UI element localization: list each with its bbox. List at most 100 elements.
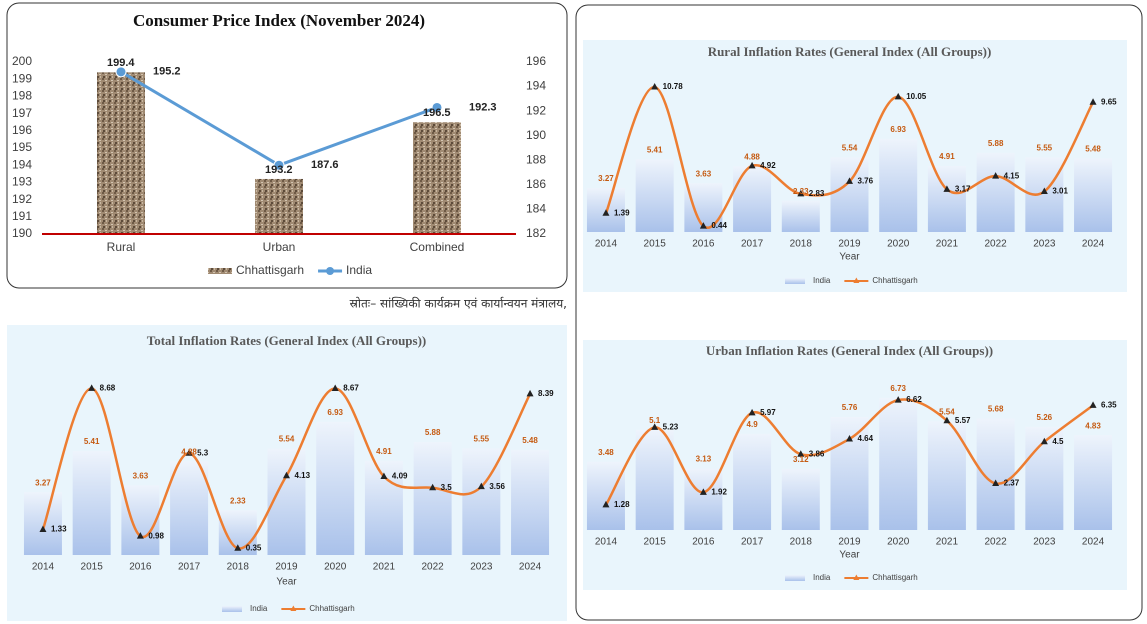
y-tick-label: 198 [12, 89, 32, 103]
line-point [699, 488, 707, 495]
data-label: 5.48 [522, 436, 538, 445]
data-label: 5.55 [1037, 143, 1053, 152]
legend-swatch [853, 277, 860, 283]
y2-tick-label: 182 [526, 226, 546, 240]
line-point [115, 66, 127, 78]
data-label: 4.64 [858, 434, 874, 443]
data-label: 3.63 [696, 169, 712, 178]
line-point [39, 525, 47, 532]
y2-tick-label: 196 [526, 54, 546, 68]
x-tick-label: 2023 [1033, 239, 1056, 250]
data-label: 6.93 [890, 125, 906, 134]
data-label: 5.88 [425, 428, 441, 437]
chart-title: Urban Inflation Rates (General Index (Al… [706, 343, 993, 358]
x-tick-label: 2023 [470, 562, 493, 573]
data-label: 0.44 [711, 221, 727, 230]
line-point [273, 159, 285, 171]
x-tick-label: 2015 [81, 562, 104, 573]
line-point [88, 384, 96, 391]
x-tick-label: 2019 [838, 239, 861, 250]
data-label: 3.86 [809, 449, 825, 458]
line-point [894, 92, 902, 100]
line-point [797, 189, 805, 197]
line-point [431, 101, 443, 113]
y-tick-label: 195 [12, 140, 32, 154]
line-point [1089, 401, 1097, 408]
bar [413, 442, 452, 555]
line-point [283, 471, 290, 479]
data-label: 196.5 [423, 107, 451, 119]
data-label: 3.5 [441, 483, 453, 492]
x-tick-label: 2016 [692, 537, 715, 548]
x-tick-label: 2015 [644, 239, 667, 250]
data-label: 2.83 [809, 189, 825, 198]
bar [733, 433, 772, 530]
x-tick-label: Combined [410, 240, 465, 254]
y-tick-label: 197 [12, 106, 32, 120]
line-point [992, 479, 1000, 486]
y-tick-label: 194 [12, 157, 32, 171]
data-label: 193.2 [265, 164, 293, 176]
line-point [526, 389, 534, 397]
data-label: 4.91 [376, 447, 392, 456]
data-label: 5.23 [663, 422, 679, 431]
data-label: 4.9 [747, 420, 759, 429]
data-label: 8.39 [538, 389, 554, 398]
x-tick-label: Urban [263, 240, 296, 254]
data-label: 6.62 [906, 395, 922, 404]
x-tick-label: 2019 [838, 537, 861, 548]
line-point [748, 161, 756, 169]
data-label: 4.13 [295, 471, 311, 480]
x-tick-label: 2020 [324, 562, 347, 573]
data-label: 4.83 [1085, 421, 1101, 430]
chart-title: Total Inflation Rates (General Index (Al… [147, 333, 427, 348]
data-label: 5.41 [647, 145, 663, 154]
x-tick-label: 2017 [178, 562, 201, 573]
data-label: 5.57 [955, 416, 971, 425]
data-label: 8.67 [343, 384, 359, 393]
data-label: 3.76 [858, 177, 874, 186]
data-label: 5.41 [84, 437, 100, 446]
y-tick-label: 190 [12, 226, 32, 240]
data-label: 5.48 [1085, 144, 1101, 153]
chart-title: Consumer Price Index (November 2024) [133, 11, 425, 30]
x-tick-label: 2016 [129, 562, 152, 573]
x-tick-label: 2018 [227, 562, 250, 573]
data-label: 5.54 [279, 435, 295, 444]
bar [511, 449, 550, 555]
y-tick-label: 199 [12, 71, 32, 85]
source-note: स्रोतः– सांख्यिकी कार्यक्रम एवं कार्यान्… [350, 297, 567, 311]
legend-swatch [208, 268, 232, 274]
data-label: 1.39 [614, 208, 630, 217]
line-point [651, 83, 659, 90]
line-point [797, 450, 805, 457]
line [604, 398, 1094, 506]
x-tick-label: 2021 [373, 562, 396, 573]
line-point [894, 396, 902, 403]
y-tick-label: 200 [12, 54, 32, 68]
data-label: 0.35 [246, 543, 262, 552]
line-point [331, 384, 339, 392]
bar [413, 122, 461, 234]
line-point [748, 408, 756, 416]
line [604, 85, 1095, 230]
bar [72, 451, 111, 555]
data-label: 3.01 [1052, 187, 1068, 196]
line-point [992, 172, 1000, 179]
bar [879, 138, 918, 232]
data-label: 0.98 [148, 531, 164, 540]
line-point [846, 177, 853, 184]
line-point [380, 472, 388, 479]
legend-swatch [326, 267, 335, 275]
x-tick-label: 2014 [595, 537, 618, 548]
data-label: 4.88 [744, 152, 760, 161]
line-point [846, 434, 853, 442]
x-tick-label: 2024 [1082, 537, 1105, 548]
bar [255, 178, 303, 234]
bar [879, 397, 918, 530]
bar [976, 152, 1015, 232]
legend-label: Chhattisgarh [872, 573, 917, 582]
x-tick-label: 2019 [275, 562, 298, 573]
data-label: 4.5 [1052, 437, 1064, 446]
